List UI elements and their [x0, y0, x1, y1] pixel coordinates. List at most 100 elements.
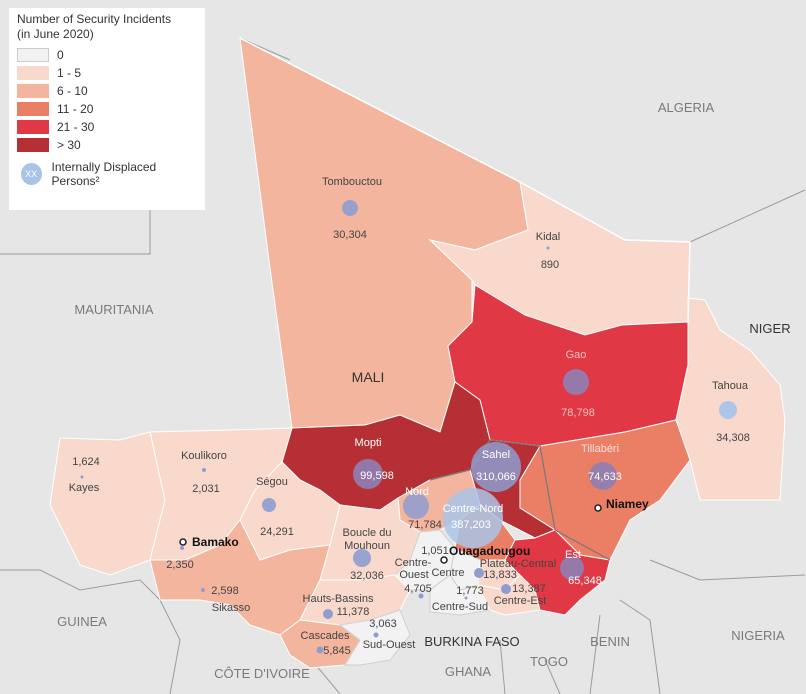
label-burkina-faso: BURKINA FASO: [424, 634, 519, 649]
legend-label: > 30: [57, 138, 81, 152]
legend-swatch: [17, 138, 49, 152]
region-name-boucle-line2: Mouhoun: [344, 540, 390, 552]
region-idp-centre-ouest: 4,705: [404, 583, 432, 595]
idp-bubble-plateau-central: [474, 568, 484, 578]
region-name-tahoua: Tahoua: [712, 380, 749, 392]
region-name-sahel: Sahel: [482, 449, 510, 461]
capital-marker-niamey: [594, 504, 602, 512]
idp-bubble-sahel: [471, 442, 521, 492]
region-name-centre-est: Centre-Est: [494, 595, 547, 607]
idp-bubble-sud-ouest: [373, 632, 379, 638]
region-name-est: Est: [565, 549, 581, 561]
region-idp-tombouctou: 30,304: [333, 229, 367, 241]
region-name-centre-nord: Centre-Nord: [443, 503, 504, 515]
region-idp-kidal: 890: [541, 259, 559, 271]
capitals: Bamako Niamey Ouagadougou: [179, 497, 649, 564]
region-name-koulikoro: Koulikoro: [181, 450, 227, 462]
legend-label: 11 - 20: [57, 102, 94, 116]
idp-bubble-centre-ouest: [418, 593, 424, 599]
idp-bubble-est: [560, 556, 584, 580]
capital-label-niamey: Niamey: [606, 497, 649, 511]
capital-label-ouagadougou: Ouagadougou: [449, 544, 530, 558]
label-nigeria: NIGERIA: [731, 628, 785, 643]
region-name-centre-sud: Centre-Sud: [432, 601, 488, 613]
region-name-centre-ouest-line1: Centre-: [395, 557, 432, 569]
idp-bubble-hauts-bassins: [323, 609, 333, 619]
niger-bf-border: [429, 439, 611, 561]
region-idp-koulikoro: 2,031: [192, 483, 220, 495]
legend-swatch: [17, 84, 49, 98]
region-idp-nord: 71,784: [408, 519, 442, 531]
idp-bubble-gao: [563, 369, 589, 395]
region-name-sud-ouest: Sud-Ouest: [363, 639, 416, 651]
legend-item: 6 - 10: [17, 82, 197, 100]
legend-item: > 30: [17, 136, 197, 154]
idp-bubble-bamako: [180, 546, 184, 550]
region-idp-centre-sud: 1,773: [456, 585, 484, 597]
idp-bubble-centre-nord: [443, 488, 503, 548]
region-name-segou: Ségou: [256, 476, 288, 488]
region-idp-sikasso: 2,598: [211, 585, 239, 597]
region-idp-tillaberi: 74,633: [588, 471, 622, 483]
idp-bubble-nord: [403, 493, 429, 519]
region-idp-segou: 24,291: [260, 526, 294, 538]
capital-marker-ouagadougou: [440, 556, 448, 564]
idp-circle-icon: XX: [21, 163, 42, 185]
legend-item: 21 - 30: [17, 118, 197, 136]
region-name-boucle-line1: Boucle du: [343, 527, 392, 539]
label-cote-divoire: CÔTE D'IVOIRE: [214, 666, 310, 681]
label-benin: BENIN: [590, 634, 630, 649]
legend-swatch: [17, 120, 49, 134]
region-tahoua: [675, 297, 786, 501]
region-idp-sud-ouest: 3,063: [369, 618, 397, 630]
region-name-hauts-bassins: Hauts-Bassins: [303, 593, 374, 605]
region-name-sikasso: Sikasso: [212, 602, 251, 614]
idp-bubble-mopti: [353, 459, 383, 489]
region-idp-mopti: 99,598: [360, 470, 394, 482]
region-idp-gao: 78,798: [561, 407, 595, 419]
capital-marker-bamako: [179, 538, 187, 546]
label-mauritania: MAURITANIA: [74, 302, 154, 317]
legend-item: 0: [17, 46, 197, 64]
idp-bubble-kayes: [80, 475, 84, 479]
label-algeria: ALGERIA: [658, 100, 715, 115]
idp-bubble-cascades: [316, 646, 324, 654]
region-name-centre: Centre: [431, 567, 464, 579]
region-name-cascades: Cascades: [301, 630, 350, 642]
region-name-nord: Nord: [405, 486, 429, 498]
region-idp-boucle: 32,036: [350, 570, 384, 582]
mali-border: [239, 37, 691, 323]
idp-bubble-koulikoro: [202, 468, 206, 472]
capital-label-bamako: Bamako: [192, 535, 239, 549]
idp-bubble-tahoua: [719, 401, 737, 419]
country-borders: [0, 37, 806, 694]
legend-item: 11 - 20: [17, 100, 197, 118]
legend-swatch: [17, 66, 49, 80]
region-est: [504, 529, 611, 616]
legend-idp-item: XX Internally Displaced Persons²: [17, 160, 197, 188]
label-niger: NIGER: [749, 321, 790, 336]
label-togo: TOGO: [530, 654, 568, 669]
label-mali: MALI: [352, 369, 385, 385]
region-idp-centre: 1,051: [421, 545, 449, 557]
idp-bubble-centre-est: [501, 584, 511, 594]
legend-swatch: [17, 48, 49, 62]
idp-bubble-boucle-du-mouhoun: [353, 549, 371, 567]
legend-label: 1 - 5: [57, 66, 82, 80]
idp-bubbles: [80, 200, 737, 654]
region-name-mopti: Mopti: [355, 437, 382, 449]
region-idp-tahoua: 34,308: [716, 432, 750, 444]
label-guinea: GUINEA: [57, 614, 107, 629]
region-name-tombouctou: Tombouctou: [322, 176, 382, 188]
region-idp-centre-nord: 387,203: [451, 519, 491, 531]
legend-title-line2: (in June 2020): [17, 27, 94, 41]
region-idp-est: 65,348: [568, 575, 602, 587]
idp-bubble-segou: [262, 498, 276, 512]
region-idp-hauts-bassins: 11,378: [337, 606, 370, 618]
region-sud-ouest: [338, 609, 411, 666]
idp-bubble-kidal: [546, 246, 550, 250]
region-name-gao: Gao: [566, 349, 587, 361]
idp-bubble-centre-sud: [464, 596, 468, 600]
region-idp-cascades: 5,845: [323, 645, 351, 657]
